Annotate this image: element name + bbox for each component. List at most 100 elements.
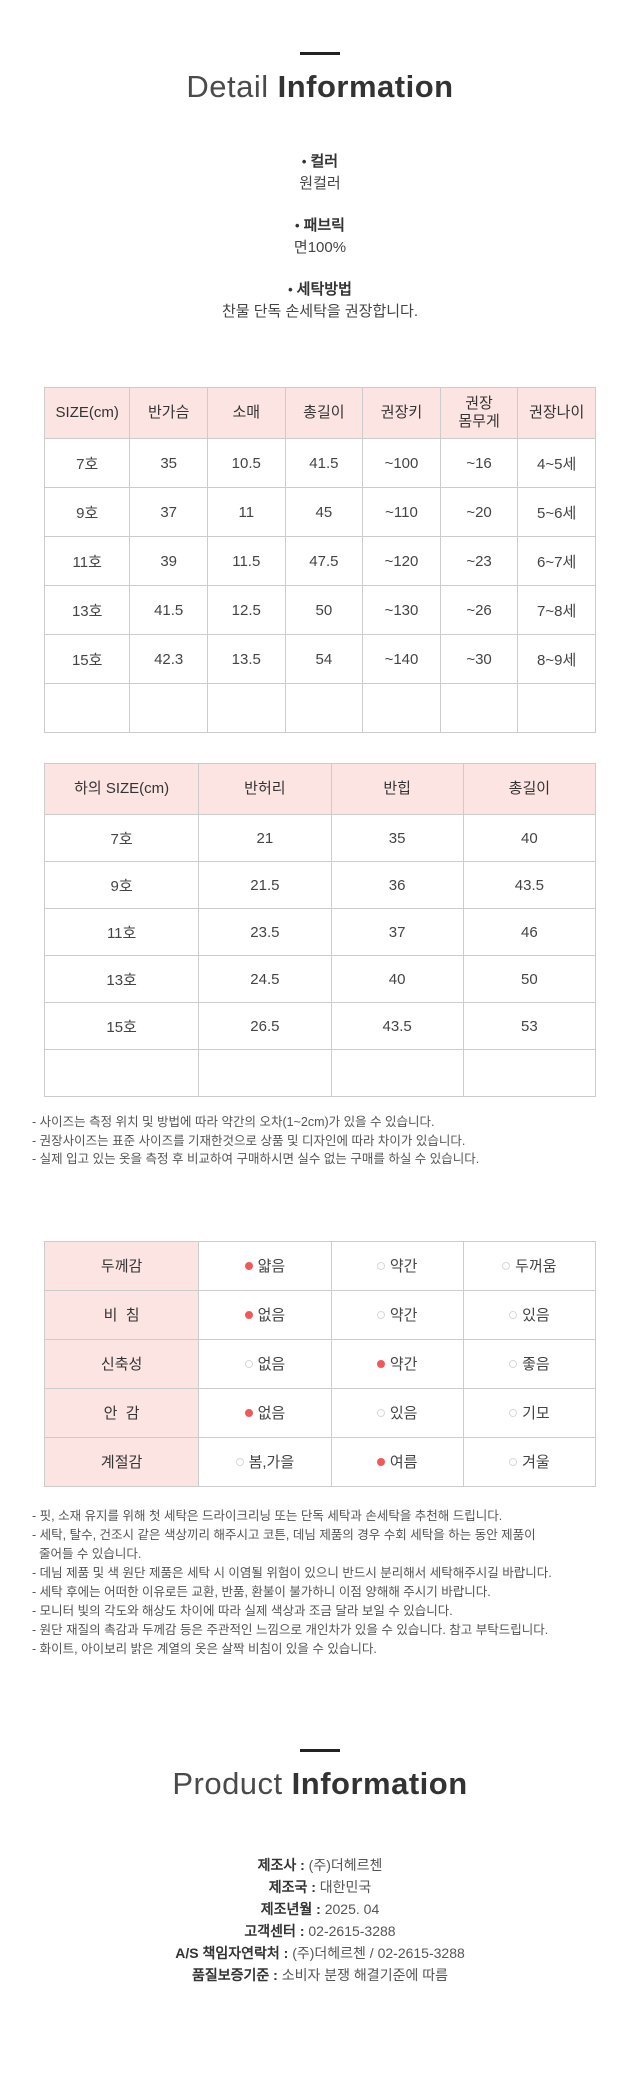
table-cell: ~110 bbox=[362, 487, 441, 537]
table-cell bbox=[129, 683, 208, 733]
spec-option-cell: 여름 bbox=[330, 1436, 464, 1487]
table-cell: 35 bbox=[129, 438, 208, 488]
table-cell: 41.5 bbox=[284, 438, 364, 488]
table-cell: 15호 bbox=[43, 1002, 200, 1050]
spec-option-label: 없음 bbox=[257, 1405, 286, 1422]
detail-title-bold: Information bbox=[277, 69, 454, 104]
table-cell bbox=[206, 683, 286, 733]
fabric-spec-table: 두께감 얇음 약간 두꺼움 비 침 없음 약간 있음 신축성 없음 약간 좋음 … bbox=[43, 1240, 597, 1487]
table-cell: ~100 bbox=[362, 438, 441, 488]
table-cell bbox=[362, 683, 441, 733]
spec-option-label: 약간 bbox=[389, 1258, 418, 1275]
spec-option-cell: 없음 bbox=[198, 1338, 332, 1389]
table-row: 15호 42.3 13.5 54 ~140 ~30 8~9세 bbox=[43, 634, 596, 684]
table-cell: 7~8세 bbox=[517, 585, 596, 635]
spec-option-cell: 있음 bbox=[462, 1289, 597, 1340]
spec-option-label: 여름 bbox=[389, 1454, 418, 1471]
table-cell: ~26 bbox=[439, 585, 519, 635]
bullet-dot-icon: • bbox=[295, 218, 300, 233]
size-table-bottom: 하의 SIZE(cm) 반허리 반힙 총길이 7호 21 35 40 9호 21… bbox=[43, 763, 597, 1097]
spec-row-stretch: 신축성 없음 약간 좋음 bbox=[43, 1338, 597, 1389]
info-line-warranty: 품질보증기준 : 소비자 분쟁 해결기준에 따름 bbox=[192, 1966, 448, 1983]
table-cell: 10.5 bbox=[206, 438, 286, 488]
spec-option-label: 봄,가을 bbox=[248, 1454, 295, 1471]
header-cell: 소매 bbox=[206, 387, 286, 439]
table-cell: ~120 bbox=[362, 536, 441, 586]
bullet-dot-icon: • bbox=[288, 282, 293, 297]
table-row-empty bbox=[43, 683, 596, 733]
table-cell: 26.5 bbox=[198, 1002, 332, 1050]
radio-dot-icon bbox=[376, 1261, 385, 1270]
table-cell bbox=[462, 1049, 597, 1097]
table-cell: 21.5 bbox=[198, 861, 332, 909]
table-row: 9호 37 11 45 ~110 ~20 5~6세 bbox=[43, 487, 596, 537]
table-cell bbox=[330, 1049, 464, 1097]
radio-dot-icon bbox=[235, 1457, 244, 1466]
info-line-date: 제조년월 : 2025. 04 bbox=[260, 1900, 380, 1917]
table-header-row: 하의 SIZE(cm) 반허리 반힙 총길이 bbox=[43, 763, 597, 815]
header-cell: 권장 몸무게 bbox=[439, 387, 519, 439]
spec-option-cell: 겨울 bbox=[462, 1436, 597, 1487]
table-cell: 54 bbox=[284, 634, 364, 684]
table-cell: 7호 bbox=[43, 438, 131, 488]
header-cell: 하의 SIZE(cm) bbox=[43, 763, 200, 815]
detail-info-title: Detail Information bbox=[0, 69, 640, 105]
spec-option-cell: 약간 bbox=[330, 1338, 464, 1389]
spec-row-label: 신축성 bbox=[43, 1338, 200, 1389]
table-cell: 7호 bbox=[43, 814, 200, 862]
label-separator: : bbox=[296, 1856, 309, 1873]
spec-option-label: 약간 bbox=[389, 1356, 418, 1373]
table-cell: 35 bbox=[330, 814, 464, 862]
table-cell: 46 bbox=[462, 908, 597, 956]
table-cell bbox=[284, 683, 364, 733]
radio-dot-icon bbox=[509, 1408, 518, 1417]
table-cell: 36 bbox=[330, 861, 464, 909]
header-cell: 반허리 bbox=[198, 763, 332, 815]
table-cell: 43.5 bbox=[462, 861, 597, 909]
header-cell: 반힙 bbox=[330, 763, 464, 815]
table-cell: 37 bbox=[129, 487, 208, 537]
info-line-as-contact: A/S 책임자연락처 : (주)더헤르첸 / 02-2615-3288 bbox=[175, 1944, 465, 1961]
spec-row-label: 두께감 bbox=[43, 1240, 200, 1291]
label-separator: : bbox=[312, 1900, 325, 1917]
spec-option-label: 있음 bbox=[522, 1307, 550, 1324]
bullet-value: 면100% bbox=[293, 239, 347, 256]
header-cell: SIZE(cm) bbox=[43, 387, 131, 439]
table-cell: 8~9세 bbox=[517, 634, 596, 684]
info-line-customer-center: 고객센터 : 02-2615-3288 bbox=[244, 1922, 396, 1939]
radio-dot-icon bbox=[376, 1408, 385, 1417]
table-cell: 47.5 bbox=[284, 536, 364, 586]
info-line-country: 제조국 : 대한민국 bbox=[268, 1878, 372, 1895]
table-row: 11호 39 11.5 47.5 ~120 ~23 6~7세 bbox=[43, 536, 596, 586]
table-cell: 41.5 bbox=[129, 585, 208, 635]
table-cell: 9호 bbox=[43, 487, 131, 537]
radio-dot-icon bbox=[502, 1261, 511, 1270]
spec-option-cell: 있음 bbox=[330, 1387, 464, 1438]
table-row: 13호 41.5 12.5 50 ~130 ~26 7~8세 bbox=[43, 585, 596, 635]
header-cell: 권장키 bbox=[362, 387, 441, 439]
table-row: 15호 26.5 43.5 53 bbox=[43, 1002, 597, 1050]
table-cell bbox=[43, 683, 131, 733]
table-row: 7호 35 10.5 41.5 ~100 ~16 4~5세 bbox=[43, 438, 596, 488]
label-separator: : bbox=[295, 1922, 309, 1939]
spec-option-cell: 기모 bbox=[462, 1387, 597, 1438]
table-cell: 21 bbox=[198, 814, 332, 862]
table-cell: ~23 bbox=[439, 536, 519, 586]
table-cell: 40 bbox=[330, 955, 464, 1003]
table-row: 9호 21.5 36 43.5 bbox=[43, 861, 597, 909]
bullet-dot-icon: • bbox=[301, 154, 307, 169]
note-line: - 사이즈는 측정 위치 및 방법에 따라 약간의 오차(1~2cm)가 있을 … bbox=[32, 1115, 435, 1129]
spec-row-label: 계절감 bbox=[43, 1436, 200, 1487]
header-cell: 권장나이 bbox=[517, 387, 596, 439]
note-line: - 원단 재질의 촉감과 두께감 등은 주관적인 느낌으로 개인차가 있을 수 … bbox=[32, 1622, 549, 1637]
header-cell: 총길이 bbox=[462, 763, 597, 815]
bullet-item-washing: • 세탁방법 찬물 단독 손세탁을 권장합니다. bbox=[0, 279, 640, 323]
table-header-row: SIZE(cm) 반가슴 소매 총길이 권장키 권장 몸무게 권장나이 bbox=[43, 387, 596, 439]
table-cell bbox=[517, 683, 596, 733]
spec-option-label: 얇음 bbox=[257, 1258, 286, 1275]
table-cell: 13호 bbox=[43, 585, 131, 635]
info-line-manufacturer: 제조사 : (주)더헤르첸 bbox=[257, 1856, 383, 1873]
header-cell: 총길이 bbox=[284, 387, 364, 439]
bullet-value: 찬물 단독 손세탁을 권장합니다. bbox=[221, 303, 419, 320]
table-cell: 24.5 bbox=[198, 955, 332, 1003]
